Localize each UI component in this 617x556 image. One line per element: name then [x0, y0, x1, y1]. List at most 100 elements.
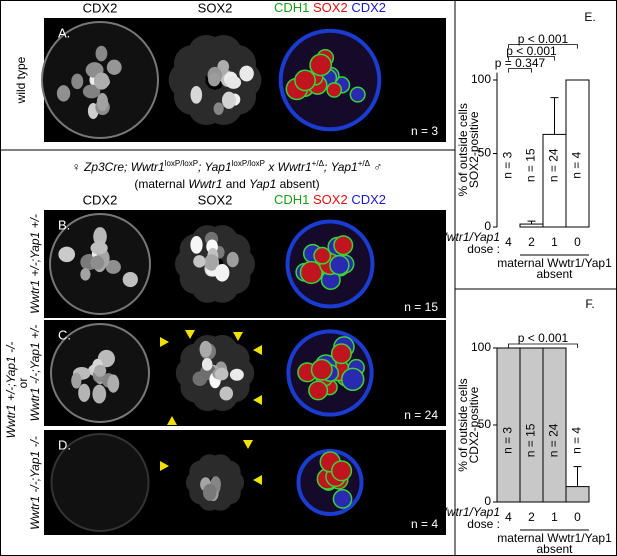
nucleus — [93, 72, 110, 90]
n-label: n = 3 — [411, 124, 438, 138]
dose-label: dose : — [467, 242, 500, 256]
p-value: p < 0.001 — [506, 44, 557, 58]
nucleus — [213, 102, 224, 115]
bar — [542, 347, 567, 503]
x-tick-label: 2 — [528, 510, 535, 524]
arrowhead — [243, 440, 253, 449]
p-value: p < 0.001 — [518, 331, 569, 345]
nucleus — [93, 364, 107, 377]
cell — [294, 69, 316, 92]
nucleus — [202, 483, 217, 501]
nucleus — [225, 76, 242, 89]
row-label: Wwtr1 -/-;Yap1 -/- — [28, 436, 42, 530]
group-label: maternal Wwtr1/Yap1 — [497, 531, 612, 545]
row-label: Wwtr1 -/-;Yap1 +/- — [28, 325, 42, 422]
cell — [333, 235, 354, 256]
nucleus — [78, 383, 91, 402]
header: CDX2 — [83, 0, 118, 15]
row-label: wild type — [14, 56, 28, 104]
y-tick-label: 100 — [471, 72, 491, 86]
header: SOX2 — [198, 0, 233, 15]
cell — [310, 358, 333, 381]
nucleus — [190, 85, 203, 104]
y-tick-label: 50 — [478, 417, 492, 431]
nucleus — [90, 255, 105, 270]
bracket — [508, 44, 578, 49]
x-tick-label: 1 — [551, 510, 558, 524]
nucleus — [96, 92, 109, 112]
n-label: n = 3 — [501, 427, 515, 454]
p-value: p < 0.001 — [518, 32, 569, 46]
nucleus — [56, 85, 71, 102]
panel-letter: F. — [585, 297, 594, 311]
panel-letter: D. — [58, 437, 71, 452]
nucleus — [93, 227, 107, 247]
n-label: n = 15 — [404, 300, 438, 314]
text: (maternal — [134, 177, 188, 191]
cell — [313, 246, 332, 265]
bar — [565, 79, 590, 228]
nucleus — [239, 65, 254, 82]
header: CDX2 — [351, 0, 386, 15]
text: and — [222, 177, 249, 191]
x-tick-label: 0 — [574, 510, 581, 524]
bar — [519, 223, 544, 228]
text: Yap1 — [249, 177, 276, 191]
nucleus — [71, 372, 82, 389]
header: CDX2 — [83, 192, 118, 207]
nucleus — [219, 386, 234, 401]
nucleus — [107, 374, 120, 393]
text: ; Yap1 — [198, 160, 232, 174]
x-tick-label: 1 — [551, 235, 558, 249]
x-tick-label: 2 — [528, 235, 535, 249]
bar — [565, 486, 590, 503]
x-tick-label: 0 — [574, 235, 581, 249]
text: x Wwtr1 — [265, 160, 312, 174]
p-value: p = 0.347 — [495, 56, 546, 70]
arrowhead — [253, 345, 262, 355]
nucleus — [214, 264, 230, 282]
nucleus — [208, 73, 221, 87]
panel-letter: C. — [58, 327, 71, 342]
bar — [496, 347, 521, 503]
cell — [217, 460, 241, 484]
nucleus — [214, 367, 229, 381]
x-tick-label: 4 — [505, 235, 512, 249]
text: ; Yap1 — [324, 160, 358, 174]
arrowhead — [160, 337, 169, 347]
n-label: n = 15 — [524, 148, 538, 182]
header: CDH1 — [274, 0, 309, 15]
cell — [349, 86, 366, 103]
bracket — [508, 56, 555, 61]
panel-letter: E. — [584, 10, 595, 24]
nucleus — [201, 357, 213, 371]
nucleus — [190, 236, 203, 254]
nucleus — [106, 59, 122, 75]
nucleus — [204, 254, 220, 271]
x-tick-label: 4 — [505, 510, 512, 524]
group-label: absent — [536, 542, 573, 556]
n-label: n = 24 — [547, 423, 561, 457]
bracket — [508, 343, 578, 348]
n-label: n = 24 — [547, 148, 561, 182]
row-label: Wwtr1 +/-;Yap1 +/- — [28, 214, 42, 314]
n-label: n = 4 — [570, 427, 584, 454]
nucleus — [193, 255, 206, 268]
nucleus — [221, 91, 236, 109]
dose-label: Wwtr1/Yap1 — [436, 230, 500, 244]
dose-label: Wwtr1/Yap1 — [436, 505, 500, 519]
arrowhead — [160, 461, 169, 471]
panel-letter: B. — [58, 217, 70, 232]
arrowhead — [167, 416, 177, 425]
n-label: n = 15 — [524, 423, 538, 457]
header: CDH1 — [274, 192, 309, 207]
text: +/Δ — [312, 159, 325, 168]
panel-letter: A. — [58, 25, 70, 40]
composite-header: CDH1 SOX2 CDX2 — [274, 0, 386, 15]
composite-header: CDH1 SOX2 CDX2 — [274, 192, 386, 207]
n-label: n = 4 — [570, 151, 584, 178]
nucleus — [82, 84, 101, 99]
n-label: n = 3 — [501, 151, 515, 178]
cross-line: ♀ Zp3Cre; Wwtr1loxP/loxP; Yap1loxP/loxP … — [72, 159, 383, 175]
